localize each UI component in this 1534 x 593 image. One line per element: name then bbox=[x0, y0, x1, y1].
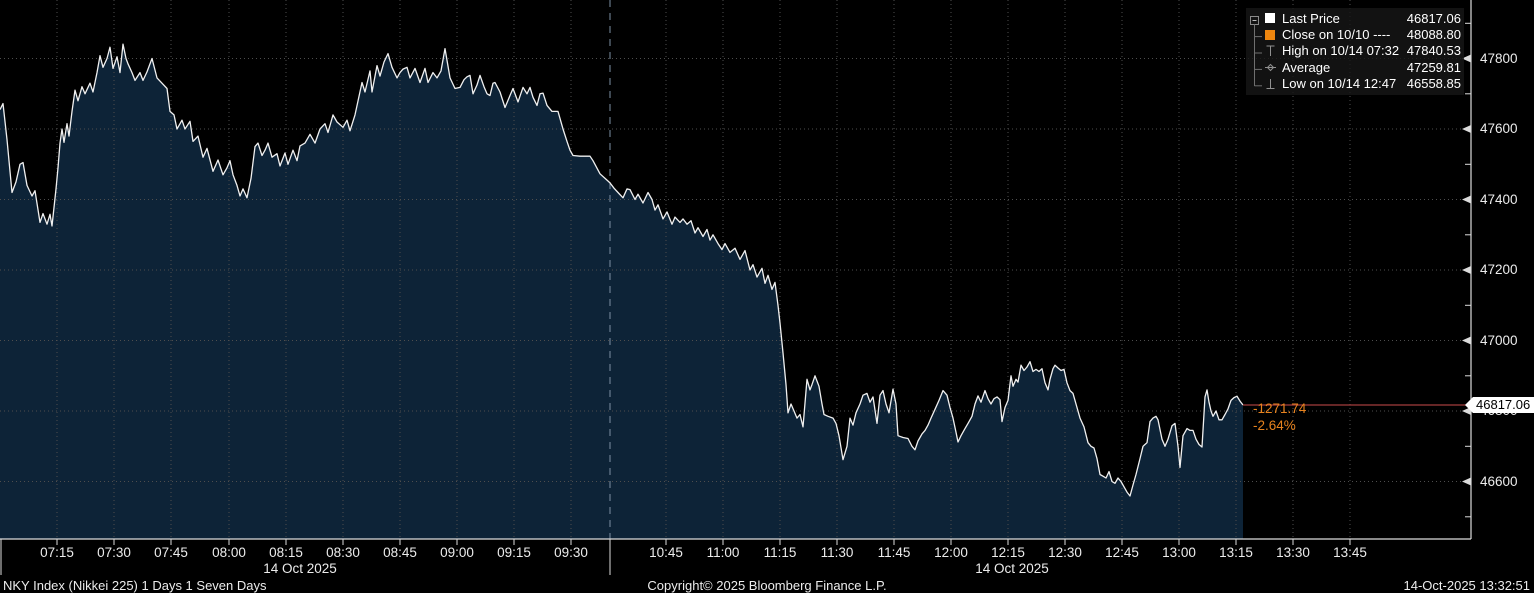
y-tick-arrow bbox=[1462, 266, 1471, 274]
x-axis-label: 12:45 bbox=[1105, 545, 1139, 560]
y-tick-arrow bbox=[1462, 195, 1471, 204]
legend-value: 47840.53 bbox=[1406, 43, 1461, 59]
low-marker-icon bbox=[1265, 77, 1277, 90]
status-bar: NKY Index (Nikkei 225) 1 Days 1 Seven Da… bbox=[0, 578, 1534, 593]
last-price-axis-badge: 46817.06 bbox=[1465, 397, 1534, 413]
legend-row-average[interactable]: Average 47259.81 bbox=[1265, 59, 1461, 75]
x-axis-label: 11:15 bbox=[763, 545, 797, 560]
x-axis-label: 10:45 bbox=[649, 545, 683, 560]
legend-tree-icon[interactable] bbox=[1249, 10, 1265, 92]
legend-value: 47259.81 bbox=[1406, 59, 1461, 75]
x-axis-label: 12:15 bbox=[991, 545, 1025, 560]
x-axis-label: 13:15 bbox=[1219, 545, 1253, 560]
legend-row-close[interactable]: Close on 10/10 ---- 48088.80 bbox=[1265, 26, 1461, 42]
y-tick-arrow bbox=[1462, 477, 1471, 486]
legend-row-high[interactable]: High on 10/14 07:32 47840.53 bbox=[1265, 43, 1461, 59]
x-axis-label: 07:15 bbox=[40, 545, 74, 560]
x-axis-label: 12:30 bbox=[1048, 545, 1082, 560]
y-axis-label: 47600 bbox=[1480, 121, 1518, 136]
legend-label: Close on 10/10 ---- bbox=[1282, 27, 1391, 43]
copyright-text: Copyright© 2025 Bloomberg Finance L.P. bbox=[647, 578, 887, 593]
legend-row-low[interactable]: Low on 10/14 12:47 46558.85 bbox=[1265, 76, 1461, 92]
y-axis-label: 46600 bbox=[1480, 473, 1518, 489]
legend-label: Average bbox=[1282, 59, 1331, 75]
x-axis-label: 09:00 bbox=[440, 545, 474, 560]
x-axis-label: 11:30 bbox=[820, 545, 854, 560]
x-axis-label: 07:30 bbox=[97, 545, 131, 560]
y-axis-label: 47800 bbox=[1480, 50, 1518, 66]
legend-label: High on 10/14 07:32 bbox=[1282, 43, 1400, 59]
x-axis-label: 12:00 bbox=[934, 545, 968, 560]
legend-label: Last Price bbox=[1282, 10, 1340, 26]
x-axis-label: 11:00 bbox=[706, 545, 740, 560]
legend-label: Low on 10/14 12:47 bbox=[1282, 76, 1397, 92]
timestamp: 14-Oct-2025 13:32:51 bbox=[1403, 578, 1530, 593]
change-annotation: -1271.74 -2.64% bbox=[1253, 401, 1306, 434]
y-axis-label: 47400 bbox=[1480, 191, 1518, 207]
x-axis-label: 13:30 bbox=[1276, 545, 1310, 560]
x-axis-label: 09:30 bbox=[554, 545, 588, 560]
x-axis-label: 08:15 bbox=[269, 545, 303, 560]
average-marker-icon bbox=[1265, 61, 1277, 74]
y-tick-arrow bbox=[1462, 125, 1471, 133]
net-change-value: -1271.74 bbox=[1253, 401, 1307, 416]
y-tick-arrow bbox=[1462, 336, 1471, 345]
y-tick-arrow bbox=[1462, 54, 1471, 63]
legend-row-last-price[interactable]: Last Price 46817.06 bbox=[1265, 10, 1461, 26]
x-axis-label: 13:45 bbox=[1333, 545, 1367, 560]
security-description: NKY Index (Nikkei 225) 1 Days 1 Seven Da… bbox=[3, 578, 267, 593]
y-axis-label: 47200 bbox=[1480, 262, 1518, 277]
x-axis-date-label: 14 Oct 2025 bbox=[263, 561, 337, 576]
last-price-badge-value: 46817.06 bbox=[1476, 397, 1531, 412]
legend-value: 48088.80 bbox=[1406, 27, 1461, 43]
close-swatch-icon bbox=[1265, 29, 1277, 40]
x-axis-label: 13:00 bbox=[1162, 545, 1196, 560]
price-line bbox=[0, 43, 1244, 497]
x-axis-label: 11:45 bbox=[877, 545, 911, 560]
x-axis-label: 08:45 bbox=[383, 545, 417, 560]
x-axis-label: 08:00 bbox=[212, 545, 246, 560]
price-area-fill bbox=[0, 44, 1243, 539]
last-price-swatch-icon bbox=[1265, 13, 1277, 24]
x-axis-label: 09:15 bbox=[497, 545, 531, 560]
legend-value: 46817.06 bbox=[1406, 10, 1461, 26]
x-axis-date-label: 14 Oct 2025 bbox=[975, 561, 1049, 576]
x-axis-label: 08:30 bbox=[326, 545, 360, 560]
y-axis-label: 47000 bbox=[1480, 332, 1518, 348]
chart-legend: Last Price 46817.06 Close on 10/10 ---- … bbox=[1246, 8, 1464, 95]
x-axis-label: 07:45 bbox=[154, 545, 188, 560]
pct-change-value: -2.64% bbox=[1253, 417, 1296, 433]
legend-value: 46558.85 bbox=[1406, 76, 1461, 92]
high-marker-icon bbox=[1265, 44, 1277, 57]
